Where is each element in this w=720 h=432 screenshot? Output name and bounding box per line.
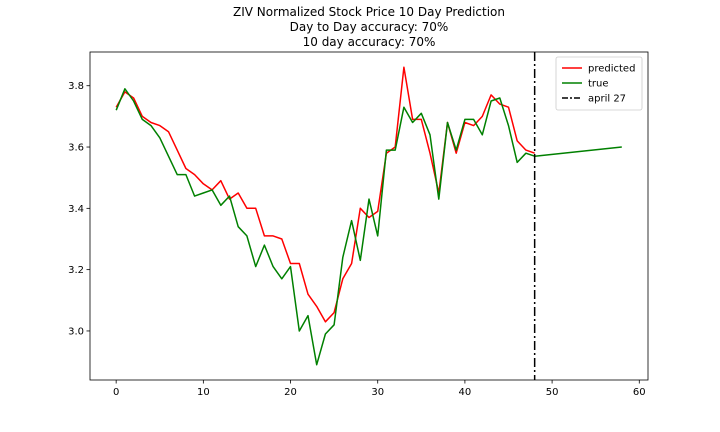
y-tick-label: 3.2 (68, 265, 84, 276)
plot-frame (89, 51, 649, 381)
series-line-true (115, 88, 622, 366)
chart-title: ZIV Normalized Stock Price 10 Day Predic… (233, 5, 505, 49)
series-line-predicted (115, 66, 535, 323)
x-tick-label: 30 (371, 387, 384, 398)
legend-label: april 27 (588, 94, 626, 105)
legend-label: true (588, 79, 609, 90)
legend-box (555, 56, 643, 111)
x-tick-label: 0 (113, 387, 119, 398)
chart-title-line-3: 10 day accuracy: 70% (303, 35, 436, 49)
y-tick-label: 3.0 (68, 326, 84, 337)
y-tick-label: 3.4 (68, 204, 84, 215)
legend: predicted true april 27 (555, 56, 643, 111)
legend-label: predicted (588, 64, 635, 75)
x-tick-label: 50 (546, 387, 559, 398)
chart-title-line-1: ZIV Normalized Stock Price 10 Day Predic… (233, 5, 505, 19)
x-tick-label: 20 (284, 387, 297, 398)
x-tick-label: 10 (197, 387, 210, 398)
x-axis: 0 10 20 30 40 50 60 (113, 380, 646, 398)
y-tick-label: 3.6 (68, 143, 84, 154)
x-tick-label: 40 (459, 387, 472, 398)
y-tick-label: 3.8 (68, 81, 84, 92)
plot-area (89, 51, 649, 381)
y-axis: 3.0 3.2 3.4 3.6 3.8 (68, 81, 90, 337)
chart-title-line-2: Day to Day accuracy: 70% (290, 20, 449, 34)
x-tick-label: 60 (633, 387, 646, 398)
